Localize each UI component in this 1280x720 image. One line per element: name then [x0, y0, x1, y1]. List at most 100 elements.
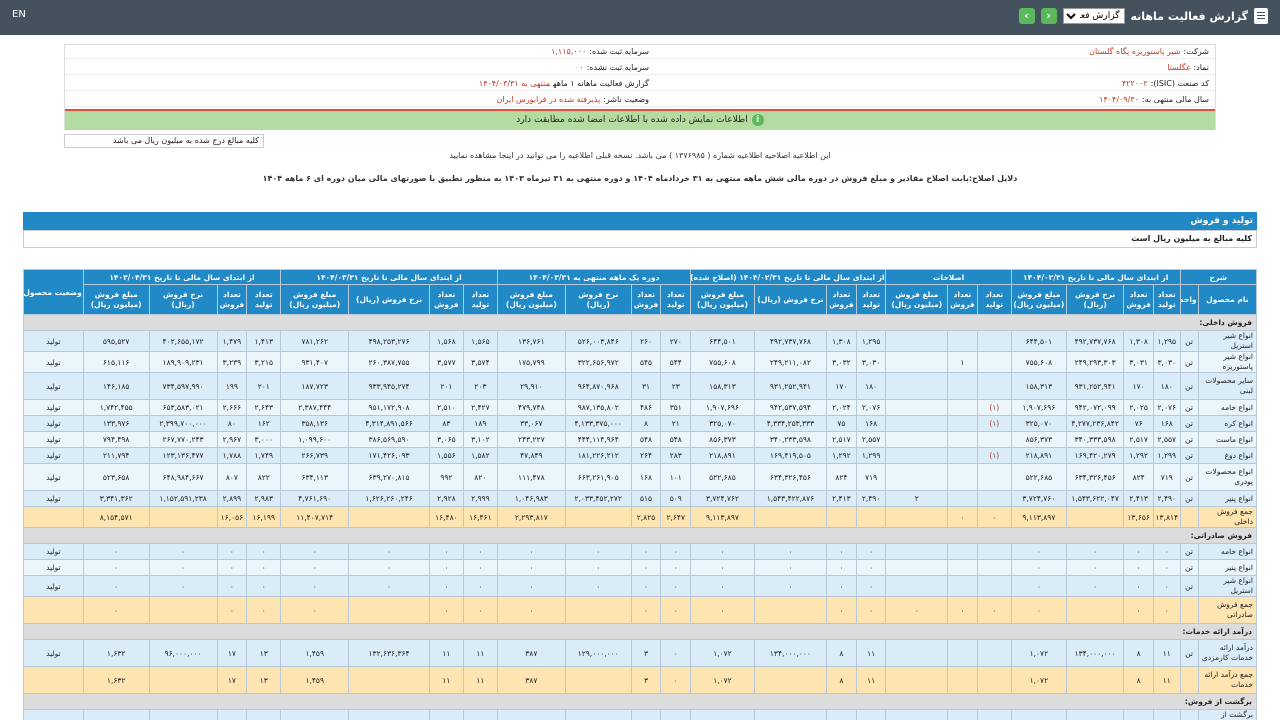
- table-cell: ۳,۰۳۲: [826, 351, 857, 373]
- subcol-rate: نرخ فروش (ریال): [348, 284, 430, 315]
- table-cell: ۱,۳۰۸: [826, 330, 857, 352]
- table-cell: ۰: [753, 575, 828, 597]
- table-cell: ۱۱: [855, 666, 887, 694]
- table-cell: ۳,۵۷۴: [462, 351, 498, 373]
- verification-banner: iاطلاعات نمایش داده شده با اطلاعات امضا …: [65, 111, 1215, 130]
- symbol-value: غگلستا: [1167, 63, 1191, 72]
- table-cell: ۷۹۴,۴۹۸: [82, 431, 150, 448]
- table-cell: ۷۵۵,۶۰۸: [1010, 351, 1067, 373]
- category-row: فروش داخلی:: [23, 314, 1257, 331]
- correction-notice[interactable]: این اطلاعیه اصلاحیه اطلاعیه شماره ( ۱۳۷۶…: [449, 151, 831, 160]
- table-cell: ۰: [1153, 575, 1181, 597]
- table-cell: [564, 596, 632, 624]
- table-cell: ۰: [660, 596, 692, 624]
- table-cell: ۱۶۲: [246, 415, 282, 432]
- table-cell: تولید: [23, 639, 84, 667]
- table-cell: ۰: [826, 596, 857, 624]
- subcol-amount: مبلغ فروش (میلیون ریال): [280, 284, 350, 315]
- table-cell: (۲۴۸,۹۶۴): [690, 709, 755, 720]
- info-row: نماد:غگلستا سرمایه ثبت نشده:۰: [65, 61, 1215, 75]
- table-cell: ۲۴۳,۲۲۷: [496, 431, 566, 448]
- product-name: انواع پنیر: [1197, 490, 1257, 507]
- table-cell: ۰: [280, 559, 350, 576]
- table-cell: ۱,۹۰۷,۶۹۶: [690, 399, 755, 416]
- subcol-sales: تعداد فروش: [947, 284, 978, 315]
- table-body: فروش داخلی: انواع شیر استریل تن ۱,۲۹۵ ۱,۳۰۸ ۴…: [23, 314, 1257, 720]
- table-cell: ۲,۵۵۷: [1153, 431, 1181, 448]
- subcol-prod: تعداد تولید: [1153, 284, 1181, 315]
- table-cell: ۲۳: [660, 372, 692, 400]
- table-cell: ۰: [1123, 543, 1155, 560]
- table-row: انواع پنیر تن ۲,۴۹۰ ۲,۴۱۳ ۱,۵۴۳,۶۲۲,۰۴۷ ۳,۷۲۴…: [23, 490, 1257, 507]
- table-cell: ۰: [630, 543, 662, 560]
- chevron-right-icon[interactable]: ›: [1040, 8, 1057, 24]
- table-cell: تن: [1179, 447, 1199, 464]
- table-cell: ۲,۰۷۶: [855, 399, 887, 416]
- table-cell: ۱۷: [216, 666, 248, 694]
- table-cell: ۶۳۹,۲۷۰,۸۱۵: [348, 463, 430, 491]
- table-cell: تن: [1179, 490, 1199, 507]
- subcol-amount: مبلغ فروش (میلیون ریال): [885, 284, 949, 315]
- product-name: برگشت از فروش و تخفیفات: [1197, 709, 1257, 720]
- capital-value: ۱,۱۱۵,۰۰۰: [551, 47, 587, 56]
- table-cell: ۵۰۹: [660, 490, 692, 507]
- table-cell: [976, 559, 1012, 576]
- unit-note: کلیه مبالغ درج شده به میلیون ریال می باش…: [64, 134, 264, 148]
- table-cell: ۰: [855, 543, 887, 560]
- table-cell: ۱: [947, 351, 978, 373]
- table-cell: [976, 575, 1012, 597]
- product-name: درآمد ارائه خدمات کارمزدی: [1197, 639, 1257, 667]
- language-switch[interactable]: EN: [12, 9, 26, 20]
- table-cell: ۲۰۱: [428, 372, 464, 400]
- table-cell: ۳,۰۶۵: [428, 431, 464, 448]
- table-cell: ۰: [690, 596, 755, 624]
- table-cell: ۱۱: [428, 639, 464, 667]
- table-cell: [976, 639, 1012, 667]
- table-cell: ۱,۷۸۸: [216, 447, 248, 464]
- table-row: انواع محصولات پودری تن ۷۱۹ ۸۲۴ ۶۳۴,۳۲۶,۴۵۶ ۵۲…: [23, 463, 1257, 491]
- table-cell: [753, 666, 828, 694]
- unregistered-value: ۰: [579, 63, 584, 72]
- table-cell: ۱۱,۴۰۷,۷۱۴: [280, 506, 350, 528]
- divider: [65, 109, 1215, 111]
- subcol-prod: تعداد تولید: [462, 284, 498, 315]
- table-cell: ۰: [348, 543, 430, 560]
- table-cell: ۲۷۰: [660, 330, 692, 352]
- table-cell: ۱۸۹,۹۰۹,۲۳۱: [148, 351, 218, 373]
- category-row: فروش صادراتی:: [23, 527, 1257, 544]
- table-cell: ۵۲۳,۶۵۸: [82, 463, 150, 491]
- table-cell: ۵۴۸: [630, 431, 662, 448]
- table-cell: ۲,۴۹۰: [855, 490, 887, 507]
- subcol-prod: تعداد تولید: [246, 284, 282, 315]
- table-cell: [348, 596, 430, 624]
- chevron-left-icon[interactable]: ‹: [1018, 8, 1035, 24]
- table-cell: [1179, 596, 1199, 624]
- table-row: انواع کره تن ۱۶۸ ۷۶ ۴,۲۷۷,۲۳۶,۸۴۲ ۳۲۵,۰۷۰ (۱) ۱…: [23, 415, 1257, 432]
- table-cell: ۰: [428, 559, 464, 576]
- table-cell: ۱,۳۰۸: [1123, 330, 1155, 352]
- table-cell: ۱,۴۱۳: [246, 330, 282, 352]
- top-bar: EN گزارش فعالیت ماهانه گزارش فعالیت › ‹: [0, 0, 1280, 35]
- table-cell: ۱,۲۹۹: [855, 447, 887, 464]
- table-cell: ۱,۷۴۲,۴۵۵: [82, 399, 150, 416]
- table-cell: ۱,۶۱۶,۶۵۵,۸۴۴: [1065, 709, 1125, 720]
- table-cell: (۱۷۶): [462, 709, 498, 720]
- table-cell: ۱,۴۵۹: [280, 666, 350, 694]
- table-cell: ۸: [826, 666, 857, 694]
- table-cell: [428, 709, 464, 720]
- table-cell: ۲,۶۴۳: [246, 399, 282, 416]
- report-icon: [1254, 8, 1268, 24]
- table-cell: ۶۴۴,۵۰۱: [690, 330, 755, 352]
- table-cell: (۱۵۳): [855, 709, 887, 720]
- table-cell: ۰: [462, 559, 498, 576]
- table-cell: ۳,۳۴۱,۳۶۲: [82, 490, 150, 507]
- table-cell: (۲۴۸,۹۶۵): [1010, 709, 1067, 720]
- category-label: فروش صادراتی:: [23, 527, 1257, 544]
- info-icon: i: [751, 113, 764, 126]
- table-cell: ۲۰۳: [462, 372, 498, 400]
- table-cell: ۳۲۵,۰۷۰: [690, 415, 755, 432]
- table-cell: ۰: [216, 575, 248, 597]
- subcol-rate: نرخ فروش (ریال): [753, 284, 828, 315]
- report-type-select[interactable]: گزارش فعالیت: [1062, 8, 1125, 24]
- table-cell: ۹,۱۱۳,۸۹۷: [1010, 506, 1067, 528]
